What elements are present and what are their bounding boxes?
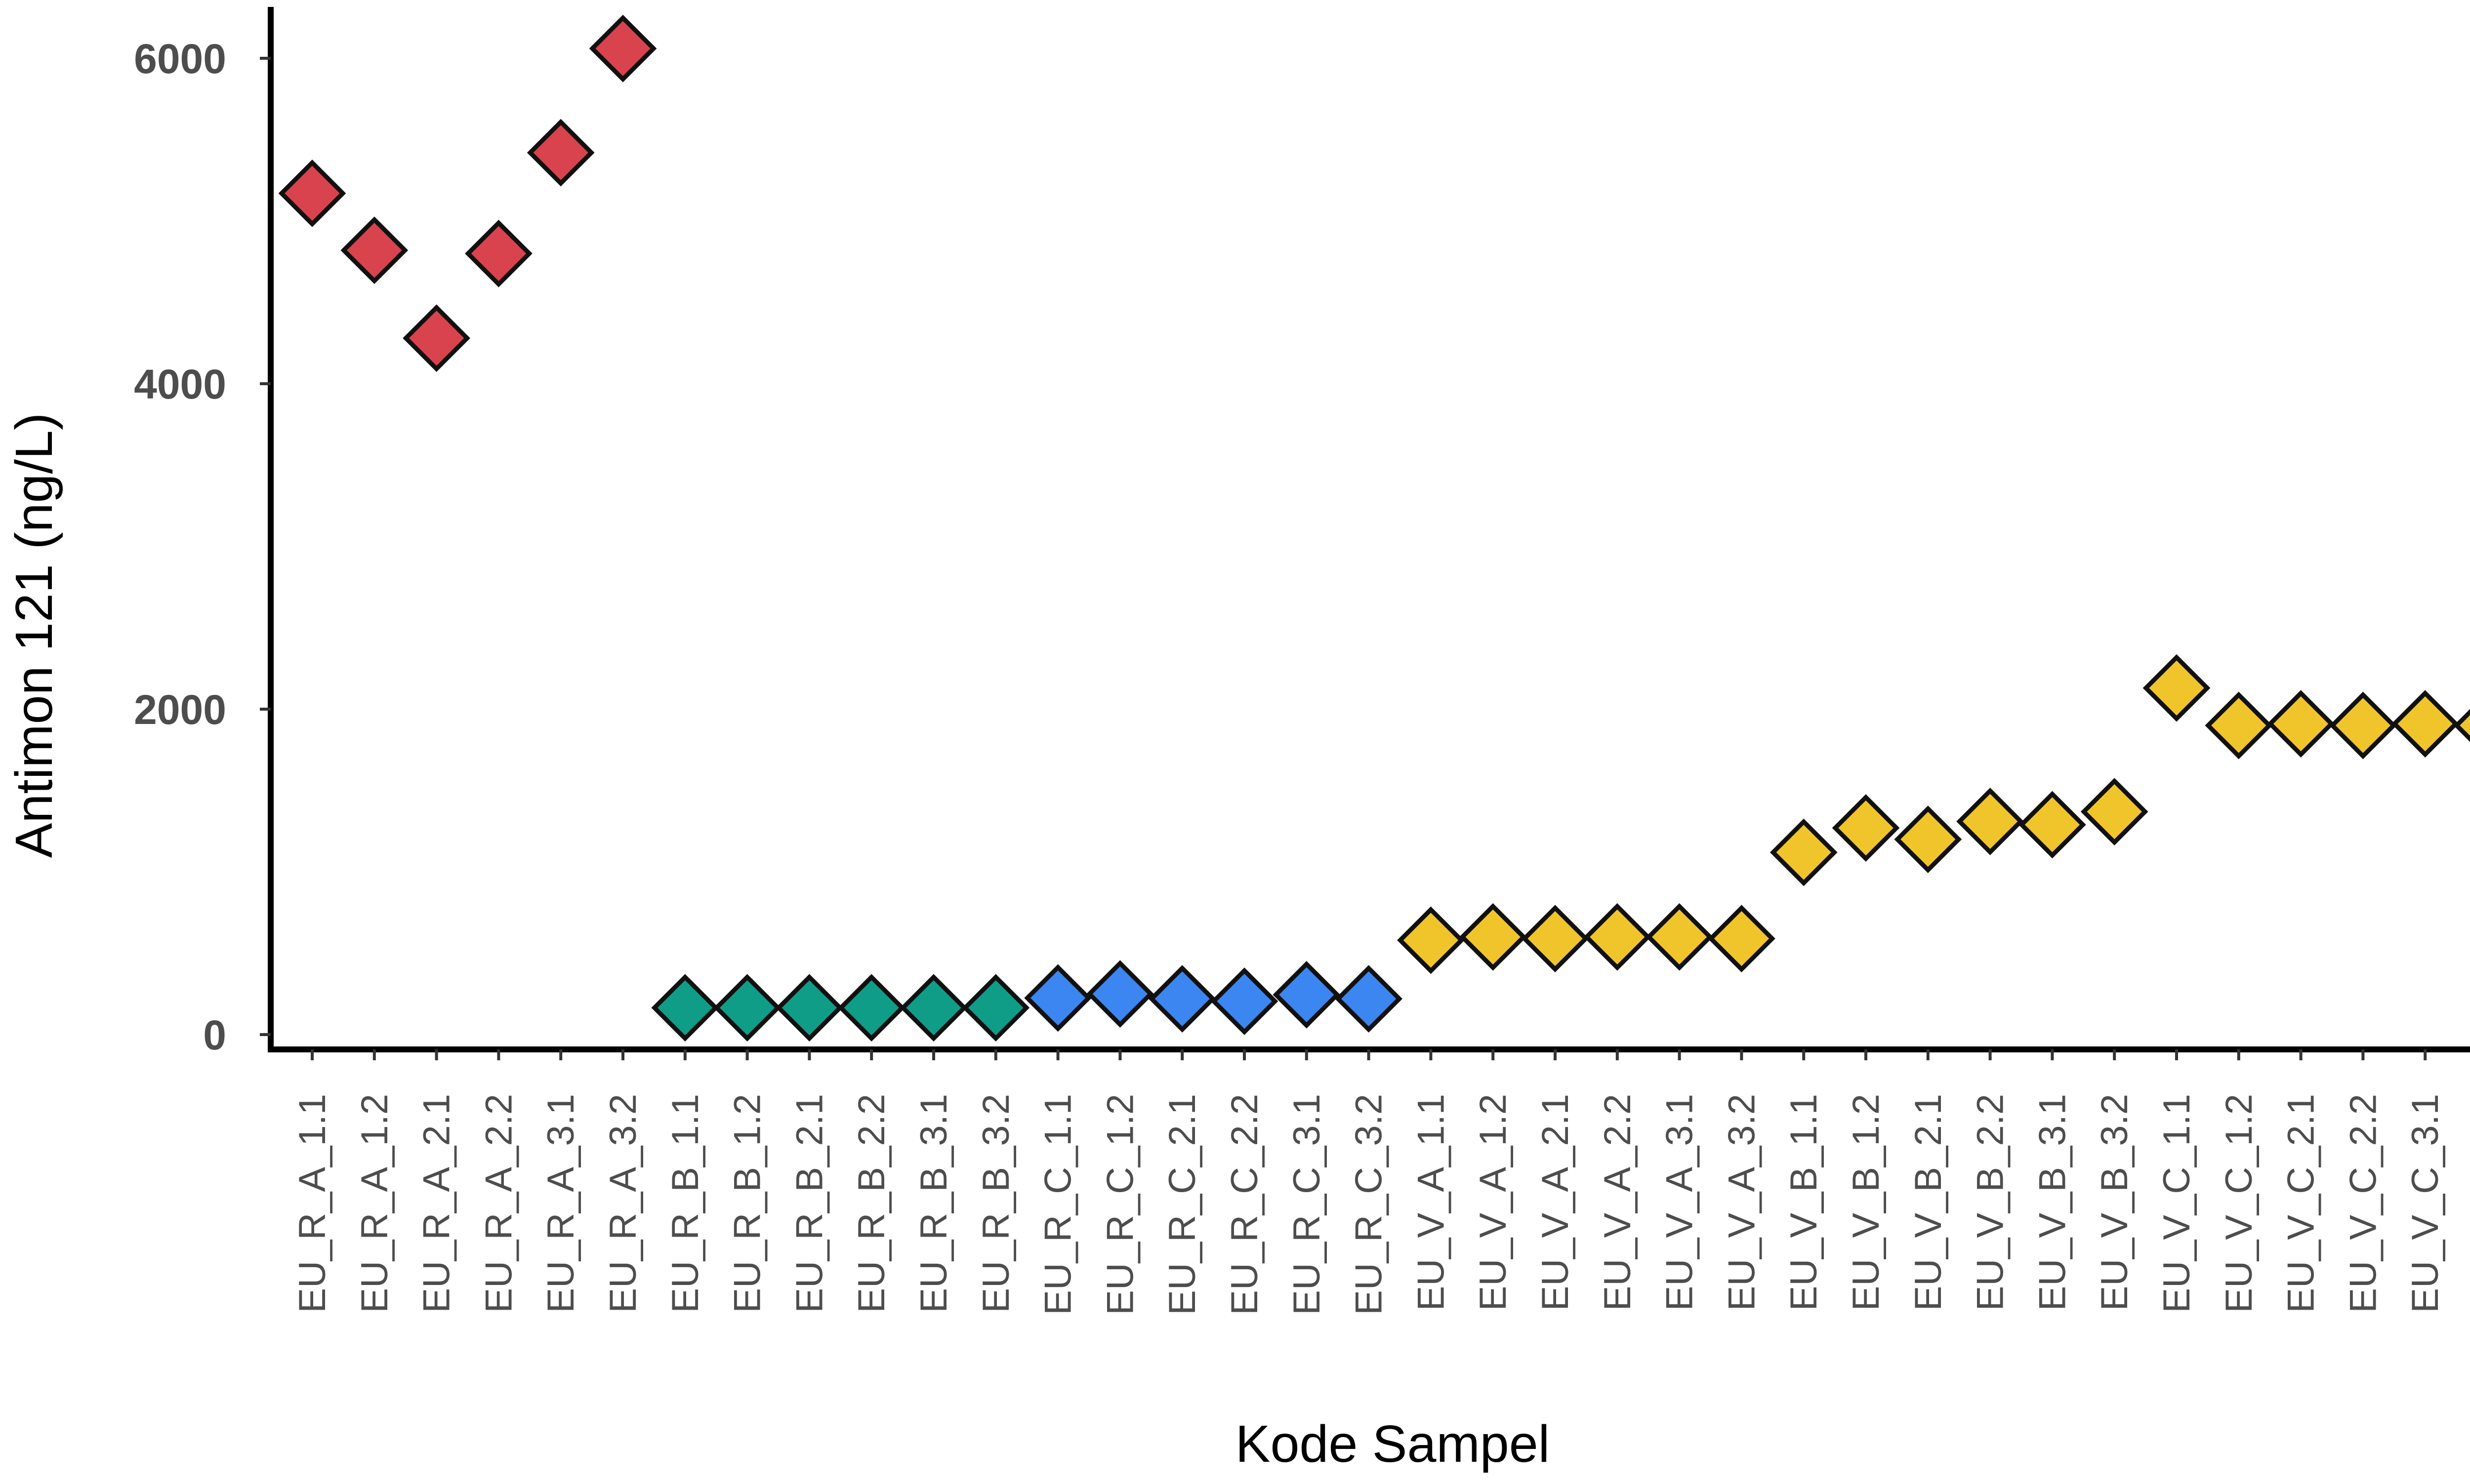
marks-layer [278, 14, 2470, 1042]
data-point-marker [1583, 903, 1651, 971]
y-tick-label: 2000 [134, 686, 226, 733]
data-point-marker [527, 119, 595, 187]
x-tick-label: EU_V_C_3.2 [2467, 1094, 2470, 1313]
y-tick-label: 6000 [134, 36, 226, 82]
x-tick-label: EU_V_C_2.1 [2280, 1094, 2322, 1313]
x-tick-label: EU_V_A_1.2 [1472, 1094, 1514, 1311]
data-point-marker [1770, 818, 1838, 886]
data-point-marker [1521, 905, 1589, 972]
data-point-marker [713, 974, 781, 1042]
x-tick-label: EU_R_B_1.2 [727, 1094, 769, 1313]
x-tick-label: EU_V_A_3.1 [1659, 1094, 1701, 1311]
data-point-marker [340, 216, 409, 284]
x-tick-label: EU_R_A_3.2 [602, 1094, 644, 1313]
data-point-marker [1148, 965, 1216, 1033]
x-tick-label: EU_R_C_1.2 [1099, 1094, 1141, 1315]
data-point-marker [2205, 691, 2273, 760]
y-tick-label: 0 [203, 1012, 226, 1058]
x-tick-label: EU_R_C_2.1 [1161, 1094, 1203, 1315]
x-tick-label: EU_R_C_3.2 [1348, 1094, 1390, 1315]
x-tick-label: EU_V_A_2.1 [1534, 1094, 1576, 1311]
x-tick-label: EU_V_B_3.2 [2094, 1094, 2136, 1311]
y-axis-title: Antimon 121 (ng/L) [5, 413, 63, 858]
x-tick-label: EU_R_A_3.1 [540, 1094, 582, 1313]
x-tick-label: EU_V_B_3.1 [2031, 1094, 2073, 1311]
x-axis-title: Kode Sampel [1235, 1415, 1550, 1473]
data-point-marker [2453, 709, 2470, 742]
data-point-marker [1832, 794, 1900, 862]
data-point-marker [465, 220, 533, 287]
x-tick-label: EU_R_A_2.2 [478, 1094, 520, 1313]
data-point-marker [651, 974, 719, 1042]
x-tick-label: EU_V_C_1.1 [2156, 1094, 2198, 1313]
data-point-marker [1273, 961, 1341, 1029]
data-point-marker [1335, 965, 1402, 1033]
data-point-marker [2142, 654, 2211, 722]
data-point-marker [837, 974, 906, 1042]
x-tick-label: EU_R_B_3.1 [913, 1094, 955, 1313]
data-point-marker [1894, 805, 1962, 873]
data-point-marker [2018, 791, 2086, 859]
y-tick-label: 4000 [134, 361, 226, 407]
data-point-marker [962, 974, 1030, 1042]
data-point-marker [2080, 778, 2148, 845]
x-tick-label: EU_V_B_2.2 [1970, 1094, 2012, 1311]
x-tick-label: EU_R_A_2.1 [416, 1094, 458, 1313]
x-tick-label: EU_R_B_2.1 [788, 1094, 830, 1313]
y-ticks: 0 2000 4000 6000 [134, 36, 271, 1058]
x-tick-label: EU_R_C_3.1 [1286, 1094, 1328, 1315]
x-tick-label: EU_R_C_1.1 [1037, 1094, 1079, 1315]
data-point-marker [2391, 690, 2459, 758]
x-tick-label: EU_V_B_1.2 [1845, 1094, 1887, 1311]
data-point-marker [1024, 964, 1092, 1032]
x-tick-label: EU_R_B_1.1 [664, 1094, 706, 1313]
data-point-marker [403, 304, 470, 372]
data-point-marker [278, 160, 346, 227]
x-tick-label: EU_R_B_3.2 [975, 1094, 1017, 1313]
x-ticks: EU_R_A_1.1 EU_R_A_1.2 EU_R_A_2.1 EU_R_A_2.2… [291, 1049, 2470, 1315]
x-tick-label: EU_R_B_2.2 [851, 1094, 893, 1313]
x-tick-label: EU_V_C_1.2 [2218, 1094, 2260, 1313]
x-tick-label: EU_V_B_2.1 [1907, 1094, 1949, 1311]
data-point-marker [589, 14, 657, 82]
data-point-marker [1210, 967, 1278, 1035]
x-tick-label: EU_V_C_3.1 [2404, 1094, 2446, 1313]
data-point-marker [1397, 906, 1465, 974]
data-point-marker [1708, 905, 1775, 972]
x-tick-label: EU_R_A_1.2 [354, 1094, 396, 1313]
data-point-marker [2329, 691, 2397, 760]
data-point-marker [776, 974, 843, 1042]
data-point-marker [1646, 903, 1713, 971]
x-tick-label: EU_V_B_1.1 [1783, 1094, 1825, 1311]
data-point-marker [1459, 903, 1527, 971]
x-tick-label: EU_R_C_2.2 [1224, 1094, 1266, 1315]
data-point-marker [2267, 690, 2335, 758]
x-tick-label: EU_V_C_2.2 [2342, 1094, 2384, 1313]
x-tick-label: EU_R_A_1.1 [291, 1094, 333, 1313]
x-tick-label: EU_V_A_3.2 [1721, 1094, 1763, 1311]
data-point-marker [1956, 787, 2024, 855]
data-point-marker [900, 974, 968, 1042]
data-point-marker [1086, 960, 1154, 1028]
x-tick-label: EU_V_A_1.1 [1410, 1094, 1452, 1311]
x-tick-label: EU_V_A_2.2 [1597, 1094, 1639, 1311]
